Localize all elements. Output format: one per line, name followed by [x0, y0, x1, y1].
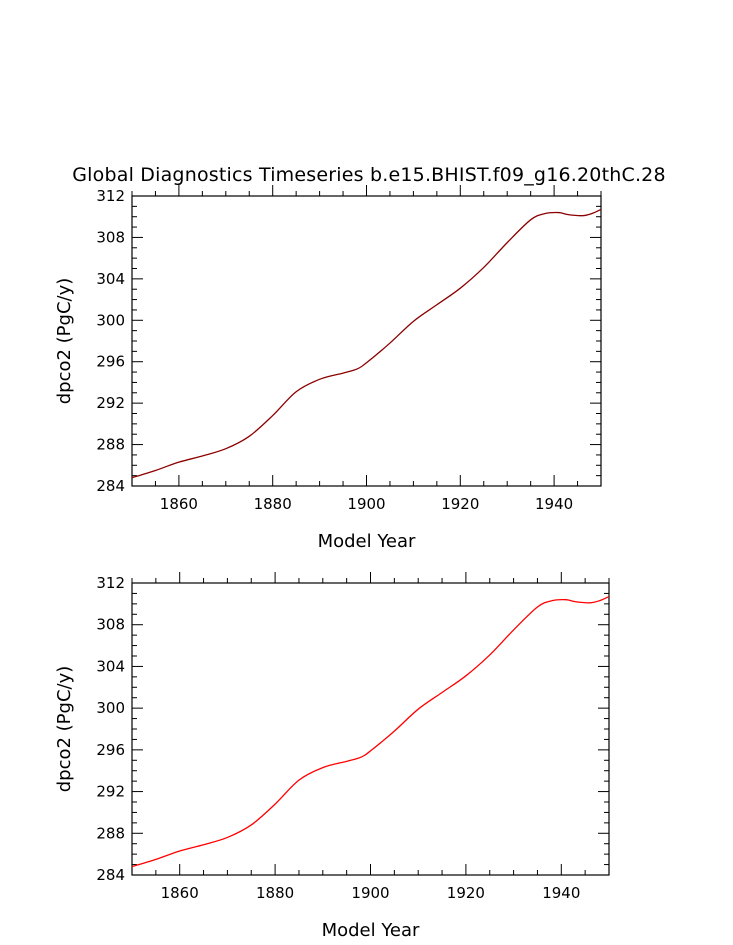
x-tick-label: 1880: [256, 884, 294, 902]
x-tick-label: 1900: [347, 495, 385, 513]
y-tick-label: 284: [96, 477, 125, 495]
y-tick-label: 292: [96, 783, 125, 801]
x-tick-label: 1920: [441, 495, 479, 513]
top-chart-panel: 1860 1880 1900 1920 1940 284 288 292 296 300 304 30…: [54, 185, 602, 552]
x-tick-label: 1860: [160, 495, 198, 513]
x-tick-label: 1920: [447, 884, 485, 902]
y-tick-label: 296: [96, 741, 125, 759]
y-tick-label: 300: [96, 311, 125, 329]
plot-frame: [131, 582, 610, 876]
x-tick-label: 1860: [161, 884, 199, 902]
y-tick-label: 312: [96, 187, 125, 205]
y-tick-label: 288: [96, 824, 125, 842]
y-tick-label: 292: [96, 394, 125, 412]
y-tick-label: 304: [96, 657, 125, 675]
y-axis-label: dpco2 (PgC/y): [54, 278, 75, 405]
x-tick-label: 1940: [535, 495, 573, 513]
y-tick-label: 296: [96, 353, 125, 371]
x-tick-label: 1900: [351, 884, 389, 902]
y-tick-label: 304: [96, 270, 125, 288]
y-tick-label: 312: [96, 574, 125, 592]
y-axis-label: dpco2 (PgC/y): [54, 666, 75, 793]
y-tick-label: 308: [96, 228, 125, 246]
plot-frame: [131, 195, 602, 487]
y-tick-label: 300: [96, 699, 125, 717]
x-axis-label: Model Year: [318, 531, 416, 552]
y-tick-label: 288: [96, 436, 125, 454]
chart-title: Global Diagnostics Timeseries b.e15.BHIS…: [72, 164, 666, 186]
x-tick-label: 1880: [254, 495, 292, 513]
x-tick-label: 1940: [542, 884, 580, 902]
y-tick-label: 308: [96, 616, 125, 634]
series-line-0: [131, 595, 610, 868]
bottom-chart-panel: 1860 1880 1900 1920 1940 284 288 292 296 300 304 30…: [54, 572, 610, 941]
series-line-0: [131, 208, 602, 479]
y-tick-label: 284: [96, 866, 125, 884]
x-axis-label: Model Year: [322, 920, 420, 941]
